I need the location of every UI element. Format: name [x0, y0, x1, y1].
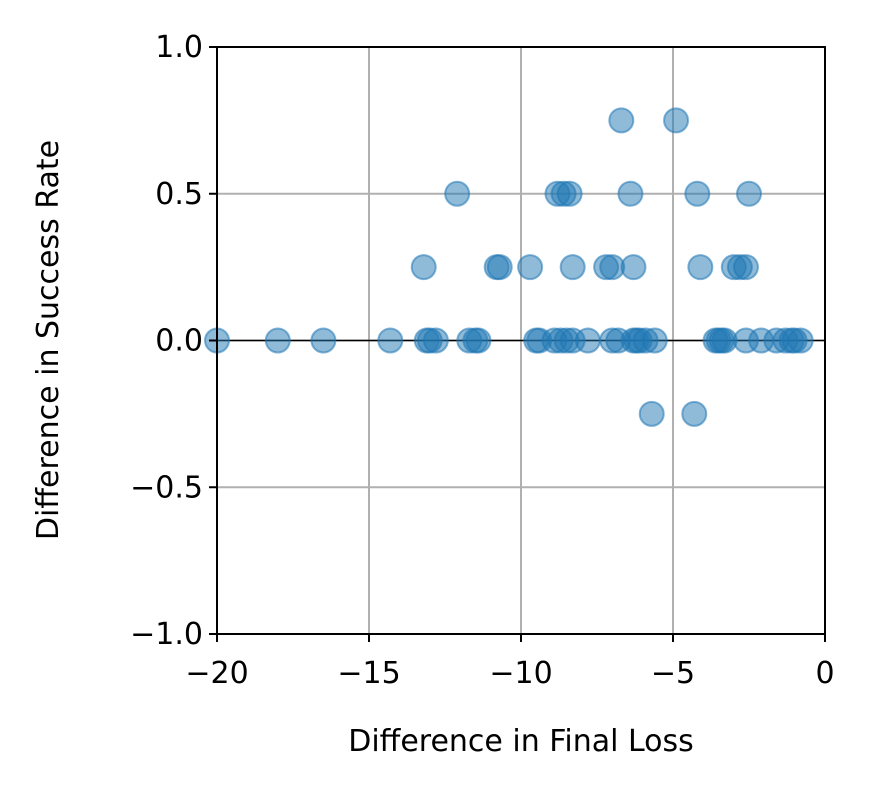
data-point-52: [684, 180, 711, 207]
data-point-1: [264, 327, 291, 354]
data-points: [204, 107, 814, 427]
data-point-9: [465, 327, 492, 354]
x-tick-label-2: −10: [489, 656, 552, 691]
data-point-3: [377, 327, 404, 354]
data-point-34: [787, 327, 814, 354]
data-point-35: [410, 254, 437, 281]
data-point-50: [556, 180, 583, 207]
x-tick-label-3: −5: [651, 656, 695, 691]
data-point-46: [732, 254, 759, 281]
data-point-57: [681, 400, 708, 427]
data-point-55: [663, 107, 690, 134]
data-point-53: [736, 180, 762, 207]
data-point-43: [687, 254, 714, 281]
data-point-42: [620, 254, 647, 281]
data-point-39: [559, 254, 586, 281]
data-point-23: [641, 327, 668, 354]
data-point-37: [486, 254, 513, 281]
y-tick-label-0: −1.0: [130, 617, 203, 652]
data-point-56: [638, 400, 665, 427]
data-point-6: [422, 327, 449, 354]
y-tick-label-1: −0.5: [130, 470, 203, 505]
y-axis-label: Difference in Success Rate: [31, 140, 66, 540]
x-axis-label: Difference in Final Loss: [348, 724, 694, 759]
data-point-2: [310, 327, 337, 354]
y-tick-label-2: 0.0: [155, 324, 203, 359]
data-point-47: [444, 180, 471, 207]
x-tick-label-1: −15: [337, 656, 400, 691]
data-point-16: [574, 327, 601, 354]
x-tick-label-0: −20: [185, 656, 248, 691]
y-tick-label-4: 1.0: [155, 30, 203, 65]
x-tick-label-4: 0: [815, 656, 834, 691]
data-point-54: [608, 107, 635, 134]
data-point-38: [517, 254, 544, 281]
y-tick-label-3: 0.5: [155, 177, 203, 212]
axis-ticks: −20 −15 −10 −5 0 −1.0 −0.5 0.0 0.5 1.0: [130, 30, 834, 691]
data-point-51: [617, 180, 644, 207]
